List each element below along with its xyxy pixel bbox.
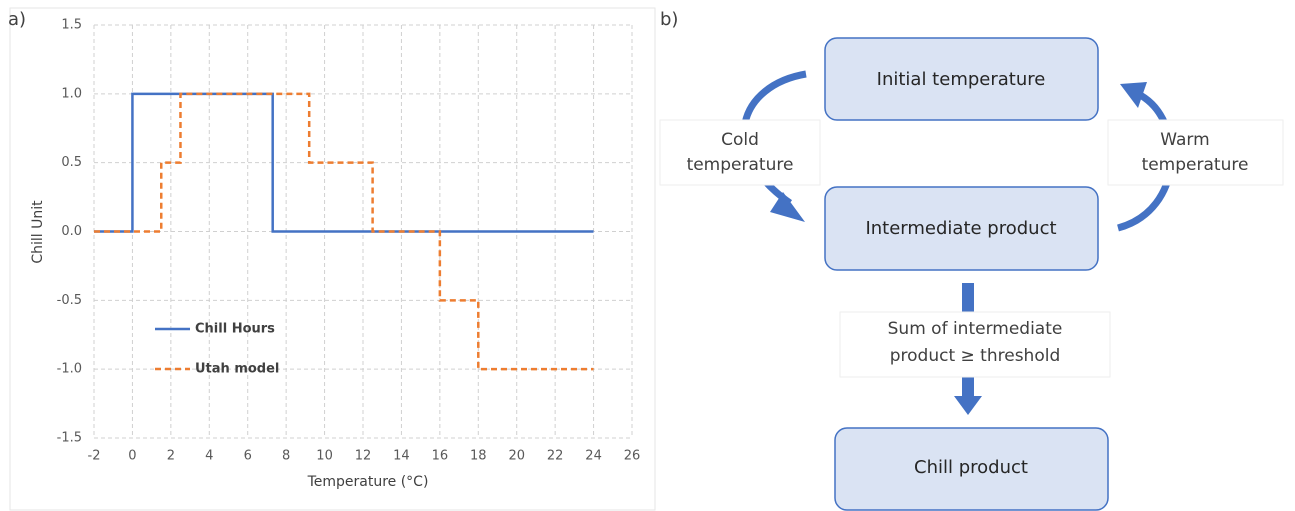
x-axis-title: Temperature (°C) — [307, 474, 429, 490]
edge-label-box — [839, 311, 1111, 378]
panel-label: a) — [8, 9, 26, 30]
x-tick-label: 20 — [508, 449, 525, 464]
x-tick-label: 26 — [624, 449, 641, 464]
legend-label: Utah model — [195, 362, 279, 377]
x-tick-label: 16 — [432, 449, 449, 464]
diagram: Initial temperature Intermediate product… — [659, 37, 1284, 511]
edge-label-box — [1107, 119, 1284, 186]
y-tick-label: 0.0 — [61, 224, 82, 239]
edge-label-box — [659, 119, 821, 186]
x-tick-label: 18 — [470, 449, 487, 464]
arrowhead — [770, 192, 805, 222]
y-tick-label: -1.5 — [57, 431, 82, 446]
edge-label: Sum of intermediate — [888, 319, 1063, 339]
flow-arrow — [962, 283, 974, 313]
x-tick-label: 0 — [128, 449, 136, 464]
x-tick-label: 8 — [282, 449, 290, 464]
x-tick-label: 22 — [547, 449, 564, 464]
node-label: Initial temperature — [877, 69, 1046, 90]
y-tick-label: 0.5 — [61, 155, 82, 170]
node-box — [824, 186, 1099, 271]
x-tick-label: 10 — [316, 449, 333, 464]
edge-label: temperature — [1142, 155, 1249, 175]
y-tick-label: -1.0 — [57, 362, 82, 377]
edge-label: product ≥ threshold — [890, 346, 1061, 366]
arrowhead — [1120, 82, 1147, 108]
x-tick-label: 12 — [355, 449, 372, 464]
y-tick-label: 1.0 — [61, 86, 82, 101]
flow-arrow — [962, 375, 974, 397]
edge-label: Warm — [1160, 130, 1209, 150]
x-tick-label: 2 — [167, 449, 175, 464]
x-tick-label: 14 — [393, 449, 410, 464]
legend-label: Chill Hours — [195, 322, 275, 337]
x-tick-label: 24 — [585, 449, 602, 464]
x-tick-label: 6 — [244, 449, 252, 464]
arrowhead — [954, 396, 982, 415]
node-box — [834, 427, 1109, 511]
y-axis-title: Chill Unit — [30, 200, 46, 264]
series-line — [94, 92, 594, 371]
edge-label: temperature — [687, 155, 794, 175]
y-tick-label: 1.5 — [61, 18, 82, 33]
chart-frame — [9, 7, 656, 511]
node-label: Chill product — [914, 457, 1028, 478]
node-box — [824, 37, 1099, 121]
edge-label: Cold — [721, 130, 759, 150]
x-tick-label: 4 — [205, 449, 213, 464]
x-tick-label: -2 — [88, 449, 101, 464]
node-label: Intermediate product — [865, 218, 1056, 239]
panel-label: b) — [660, 9, 678, 30]
y-tick-label: -0.5 — [57, 293, 82, 308]
